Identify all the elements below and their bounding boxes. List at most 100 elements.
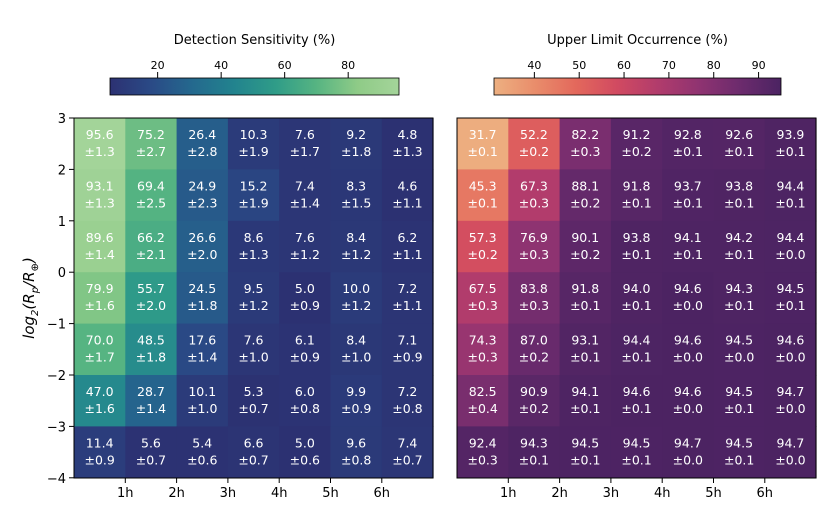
- heatmap-cell: [457, 169, 509, 222]
- heatmap-cell: [74, 272, 126, 325]
- heatmap-cell: [662, 323, 714, 376]
- heatmap-cell: [559, 426, 612, 479]
- cell-value-label: 91.2: [623, 127, 651, 142]
- cell-value-label: 94.4: [777, 178, 805, 193]
- x-tick-label: 5h: [322, 486, 339, 501]
- cell-value-label: 94.7: [777, 384, 805, 399]
- cell-value-label: 94.6: [674, 281, 702, 296]
- cell-value-label: 24.5: [188, 281, 216, 296]
- heatmap-cell: [381, 220, 434, 273]
- colorbar-tick-label: 80: [707, 59, 721, 72]
- cell-error-label: ±0.7: [392, 452, 422, 467]
- heatmap-cell: [559, 375, 612, 427]
- heatmap-cell: [227, 169, 280, 222]
- heatmap-cell: [74, 169, 126, 222]
- cell-error-label: ±0.3: [467, 298, 497, 313]
- heatmap-cell: [176, 169, 229, 222]
- heatmap-cell: [176, 426, 229, 479]
- colorbar-tick-label: 70: [662, 59, 676, 72]
- cell-error-label: ±0.1: [775, 298, 805, 313]
- heatmap-cell: [713, 272, 766, 325]
- cell-value-label: 94.5: [571, 435, 599, 450]
- colorbar-left-label: Detection Sensitivity (%): [174, 33, 336, 48]
- cell-error-label: ±0.1: [621, 401, 651, 416]
- cell-value-label: 45.3: [469, 178, 497, 193]
- cell-error-label: ±0.3: [467, 350, 497, 365]
- cell-value-label: 83.8: [520, 281, 548, 296]
- cell-error-label: ±1.4: [84, 247, 114, 262]
- heatmap-cell: [330, 375, 383, 427]
- cell-error-label: ±1.9: [238, 195, 268, 210]
- cell-value-label: 5.4: [192, 435, 212, 450]
- heatmap-cell: [176, 220, 229, 273]
- cell-value-label: 91.8: [623, 178, 651, 193]
- cell-value-label: 57.3: [469, 230, 497, 245]
- cell-value-label: 5.3: [244, 384, 264, 399]
- cell-error-label: ±0.1: [621, 298, 651, 313]
- colorbar-tick-label: 60: [617, 59, 631, 72]
- cell-value-label: 93.8: [623, 230, 651, 245]
- cell-error-label: ±0.2: [621, 144, 651, 159]
- cell-value-label: 94.7: [674, 435, 702, 450]
- cell-error-label: ±0.1: [724, 144, 754, 159]
- cell-value-label: 47.0: [86, 384, 114, 399]
- cell-value-label: 94.4: [623, 333, 651, 348]
- cell-value-label: 79.9: [86, 281, 114, 296]
- y-tick-label: 1: [58, 215, 66, 230]
- cell-value-label: 91.8: [571, 281, 599, 296]
- cell-error-label: ±0.2: [570, 195, 600, 210]
- cell-value-label: 82.5: [469, 384, 497, 399]
- cell-error-label: ±0.4: [467, 401, 497, 416]
- cell-value-label: 17.6: [188, 333, 216, 348]
- heatmap-cell: [279, 375, 331, 427]
- cell-value-label: 94.2: [725, 230, 753, 245]
- cell-value-label: 94.1: [571, 384, 599, 399]
- heatmap-cell: [508, 118, 561, 170]
- colorbar-tick-label: 20: [151, 59, 165, 72]
- cell-value-label: 6.1: [295, 333, 315, 348]
- cell-value-label: 67.5: [469, 281, 497, 296]
- cell-error-label: ±1.4: [187, 350, 217, 365]
- heatmap-left-frame: [73, 117, 434, 479]
- heatmap-cell: [330, 323, 383, 376]
- cell-value-label: 94.1: [674, 230, 702, 245]
- cell-error-label: ±0.2: [519, 144, 549, 159]
- cell-value-label: 88.1: [571, 178, 599, 193]
- colorbar-tick-label: 80: [341, 59, 355, 72]
- heatmap-cell: [662, 118, 714, 170]
- cell-error-label: ±1.1: [392, 195, 422, 210]
- colorbar-tick-label: 40: [214, 59, 228, 72]
- cell-error-label: ±0.1: [621, 247, 651, 262]
- cell-error-label: ±0.0: [775, 452, 805, 467]
- heatmap-cell: [227, 272, 280, 325]
- heatmap-cell: [279, 426, 331, 479]
- cell-error-label: ±0.8: [290, 401, 320, 416]
- heatmap-cell: [662, 272, 714, 325]
- cell-value-label: 69.4: [137, 178, 165, 193]
- cell-value-label: 76.9: [520, 230, 548, 245]
- cell-value-label: 92.6: [725, 127, 753, 142]
- heatmap-cell: [457, 323, 509, 376]
- cell-value-label: 89.6: [86, 230, 114, 245]
- heatmap-cell: [125, 426, 178, 479]
- colorbar-tick-label: 60: [278, 59, 292, 72]
- cell-value-label: 24.9: [188, 178, 216, 193]
- cell-error-label: ±1.3: [238, 247, 268, 262]
- heatmap-cell: [764, 375, 817, 427]
- cell-error-label: ±0.3: [519, 247, 549, 262]
- y-tick-label: 2: [58, 163, 66, 178]
- heatmap-cell: [227, 323, 280, 376]
- cell-error-label: ±0.1: [724, 247, 754, 262]
- cell-value-label: 7.6: [295, 230, 315, 245]
- cell-value-label: 70.0: [86, 333, 114, 348]
- heatmap-right-frame: [456, 117, 817, 479]
- heatmap-cell: [330, 169, 383, 222]
- cell-value-label: 7.4: [398, 435, 418, 450]
- heatmap-cell: [381, 118, 434, 170]
- x-tick-label: 3h: [220, 486, 237, 501]
- heatmap-cell: [508, 169, 561, 222]
- heatmap-cell: [457, 272, 509, 325]
- cell-error-label: ±1.0: [238, 350, 268, 365]
- cell-value-label: 8.4: [346, 333, 366, 348]
- heatmap-cell: [610, 169, 663, 222]
